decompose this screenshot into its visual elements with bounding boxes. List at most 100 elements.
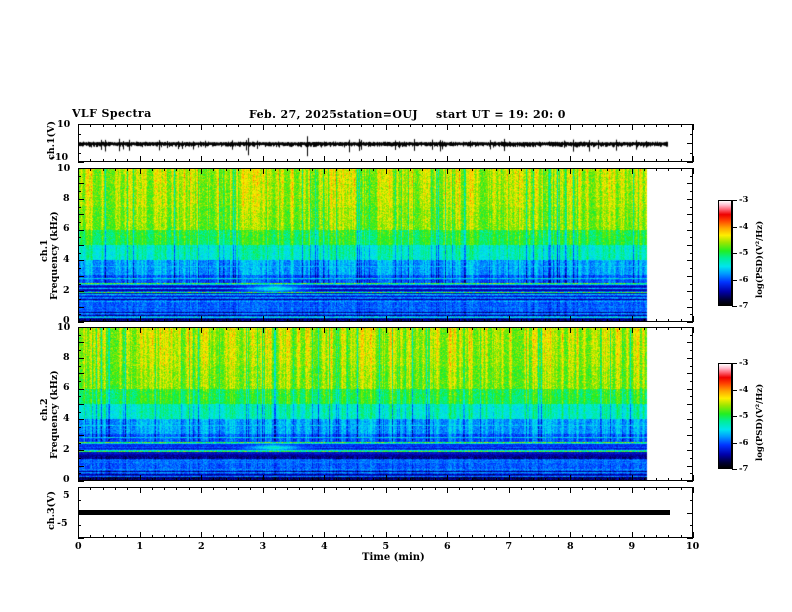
tick-mark bbox=[274, 168, 276, 172]
tick-mark bbox=[631, 316, 633, 322]
ch1-spec-ytick-0: 0 bbox=[63, 315, 70, 326]
tick-mark bbox=[164, 318, 166, 322]
tick-mark bbox=[78, 191, 82, 193]
tick-mark bbox=[262, 124, 264, 130]
tick-mark bbox=[373, 124, 375, 128]
tick-mark bbox=[78, 525, 82, 527]
ch2-spec-axis-label-ch: ch.2 bbox=[39, 398, 50, 421]
tick-mark bbox=[687, 538, 693, 539]
tick-mark bbox=[90, 158, 92, 162]
tick-mark bbox=[687, 357, 693, 359]
tick-mark bbox=[102, 318, 104, 322]
tick-mark bbox=[410, 318, 412, 322]
tick-mark bbox=[348, 158, 350, 162]
x-tick-4: 4 bbox=[321, 541, 328, 552]
tick-mark bbox=[213, 168, 215, 172]
tick-mark bbox=[176, 487, 178, 491]
tick-mark bbox=[680, 168, 682, 172]
tick-mark bbox=[689, 396, 693, 398]
tick-mark bbox=[287, 327, 289, 331]
tick-mark bbox=[689, 442, 693, 444]
ch1-spectrogram-image bbox=[79, 169, 669, 321]
tick-mark bbox=[151, 327, 153, 331]
tick-mark bbox=[287, 477, 289, 481]
tick-mark bbox=[689, 380, 693, 382]
tick-mark bbox=[78, 442, 82, 444]
tick-mark bbox=[687, 373, 693, 375]
tick-mark bbox=[225, 477, 227, 481]
tick-mark bbox=[114, 477, 116, 481]
tick-mark bbox=[78, 380, 82, 382]
tick-mark bbox=[656, 158, 658, 162]
tick-mark bbox=[78, 450, 84, 452]
tick-mark bbox=[114, 487, 116, 491]
tick-mark bbox=[570, 156, 571, 162]
tick-mark bbox=[311, 318, 313, 322]
tick-mark bbox=[176, 158, 178, 162]
tick-mark bbox=[557, 477, 559, 481]
tick-mark bbox=[78, 465, 84, 467]
tick-mark bbox=[299, 168, 301, 172]
tick-mark bbox=[324, 532, 325, 538]
tick-mark bbox=[687, 143, 693, 144]
tick-mark bbox=[348, 487, 350, 491]
tick-mark bbox=[397, 487, 399, 491]
ch1-spec-ytick-8: 8 bbox=[63, 193, 70, 204]
tick-mark bbox=[287, 487, 289, 491]
tick-mark bbox=[78, 532, 79, 538]
tick-mark bbox=[668, 487, 670, 491]
ch1-ytick-neg10: -10 bbox=[51, 152, 69, 163]
tick-mark bbox=[606, 327, 608, 331]
tick-mark bbox=[324, 487, 325, 493]
tick-mark bbox=[127, 158, 129, 162]
tick-mark bbox=[139, 532, 141, 538]
tick-mark bbox=[689, 191, 693, 193]
tick-mark bbox=[668, 168, 670, 172]
tick-mark bbox=[102, 487, 104, 491]
tick-mark bbox=[606, 124, 608, 128]
tick-mark bbox=[78, 512, 84, 514]
tick-mark bbox=[496, 168, 498, 172]
tick-mark bbox=[90, 318, 92, 322]
tick-mark bbox=[687, 291, 693, 293]
tick-mark bbox=[582, 318, 584, 322]
tick-mark bbox=[385, 532, 387, 538]
tick-mark bbox=[508, 168, 510, 174]
tick-mark bbox=[619, 487, 621, 491]
tick-mark bbox=[213, 487, 215, 491]
tick-mark bbox=[397, 158, 399, 162]
tick-mark bbox=[689, 314, 693, 316]
tick-mark bbox=[360, 487, 362, 491]
tick-mark bbox=[545, 487, 547, 491]
ch3-ytick-5: 5 bbox=[63, 490, 70, 501]
tick-mark bbox=[139, 156, 141, 162]
colorbar-ch1 bbox=[718, 200, 732, 306]
tick-mark bbox=[348, 124, 350, 128]
tick-mark bbox=[508, 475, 510, 481]
tick-mark bbox=[668, 158, 670, 162]
tick-mark bbox=[237, 158, 239, 162]
tick-mark bbox=[164, 487, 166, 491]
tick-mark bbox=[78, 133, 82, 135]
tick-mark bbox=[262, 532, 264, 538]
tick-mark bbox=[287, 168, 289, 172]
colorbar-tick-label--5: -5 bbox=[739, 411, 749, 421]
tick-mark bbox=[78, 538, 84, 539]
tick-mark bbox=[127, 318, 129, 322]
tick-mark bbox=[619, 124, 621, 128]
figure-date: Feb. 27, 2025 bbox=[249, 108, 338, 121]
tick-mark bbox=[410, 124, 412, 128]
tick-mark bbox=[274, 318, 276, 322]
tick-mark bbox=[127, 487, 129, 491]
tick-mark bbox=[201, 487, 202, 493]
tick-mark bbox=[533, 168, 535, 172]
colorbar-tick bbox=[732, 363, 737, 364]
tick-mark bbox=[447, 327, 448, 333]
tick-mark bbox=[127, 477, 129, 481]
tick-mark bbox=[262, 475, 264, 481]
tick-mark bbox=[78, 322, 84, 323]
tick-mark bbox=[594, 318, 596, 322]
tick-mark bbox=[78, 206, 82, 208]
figure-start-ut: start UT = 19: 20: 0 bbox=[436, 108, 566, 121]
tick-mark bbox=[422, 534, 424, 538]
